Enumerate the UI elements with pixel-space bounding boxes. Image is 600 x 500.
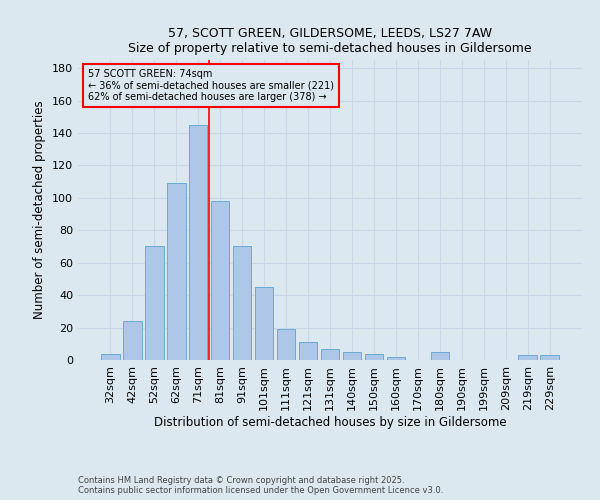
Y-axis label: Number of semi-detached properties: Number of semi-detached properties [34,100,46,320]
Bar [167,183,185,360]
Bar [343,352,361,360]
Bar [299,342,317,360]
Bar [277,329,295,360]
Bar [189,125,208,360]
X-axis label: Distribution of semi-detached houses by size in Gildersome: Distribution of semi-detached houses by … [154,416,506,428]
Bar [211,201,229,360]
Bar [320,348,340,360]
Title: 57, SCOTT GREEN, GILDERSOME, LEEDS, LS27 7AW
Size of property relative to semi-d: 57, SCOTT GREEN, GILDERSOME, LEEDS, LS27… [128,26,532,54]
Text: 57 SCOTT GREEN: 74sqm
← 36% of semi-detached houses are smaller (221)
62% of sem: 57 SCOTT GREEN: 74sqm ← 36% of semi-deta… [88,69,334,102]
Bar [101,354,119,360]
Bar [431,352,449,360]
Bar [145,246,164,360]
Bar [541,355,559,360]
Bar [518,355,537,360]
Bar [255,287,274,360]
Bar [365,354,383,360]
Bar [233,246,251,360]
Bar [123,321,142,360]
Text: Contains HM Land Registry data © Crown copyright and database right 2025.
Contai: Contains HM Land Registry data © Crown c… [78,476,443,495]
Bar [386,357,405,360]
